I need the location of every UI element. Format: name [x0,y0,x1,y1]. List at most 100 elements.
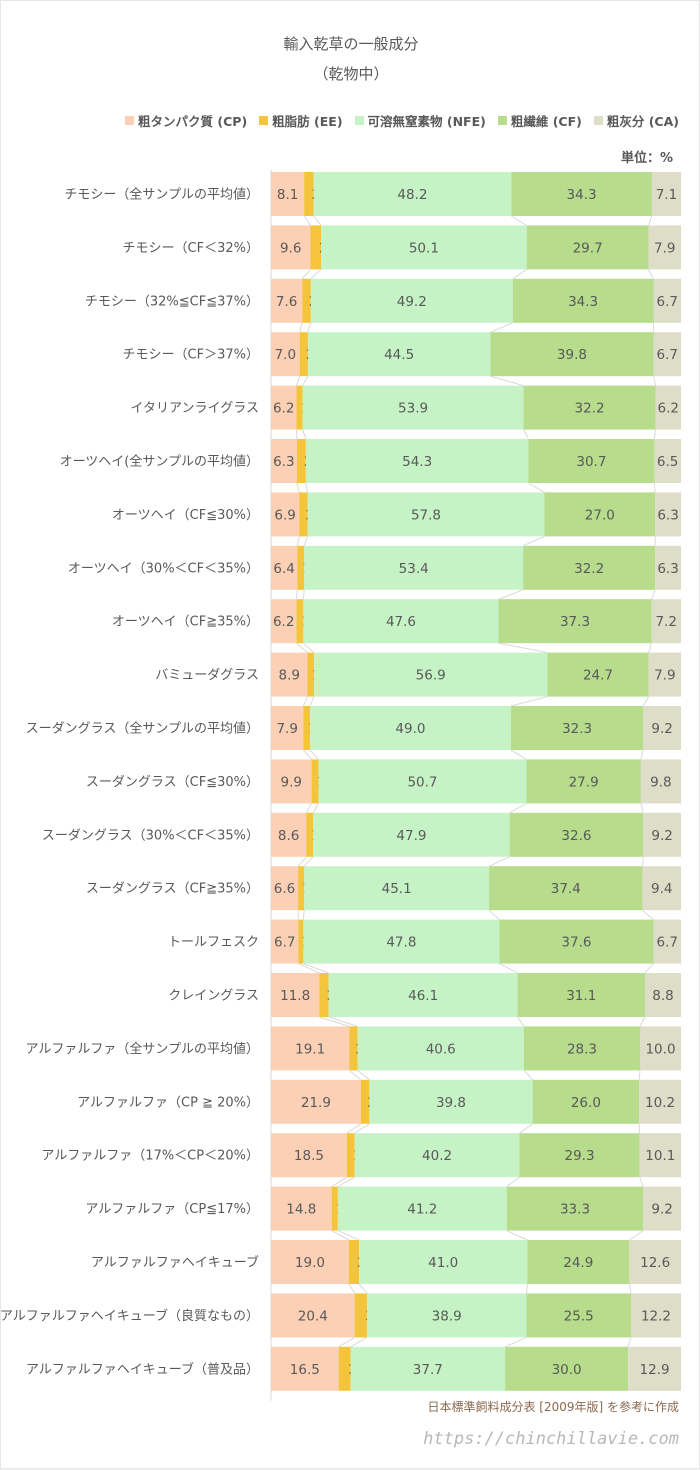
data-label: 29.7 [573,240,603,256]
series-connector-line [511,750,527,759]
series-connector-line [510,803,527,812]
category-label: スーダングラス（全サンプルの平均値） [26,721,259,737]
data-label: 10.2 [645,1095,675,1111]
series-connector-line [499,964,517,973]
series-connector-line [311,269,321,278]
series-connector-line [332,1177,347,1186]
category-label: スーダングラス（CF≦30%） [86,775,259,790]
series-connector-line [645,964,654,973]
data-label: 8.6 [278,828,299,844]
data-label: 45.1 [382,881,412,897]
data-label: 32.2 [575,401,605,417]
data-label: 6.6 [274,881,295,897]
series-connector-line [310,750,319,759]
series-connector-line [505,1337,526,1346]
data-label: 11.8 [280,988,310,1004]
data-label: 44.5 [384,347,414,363]
data-label: 47.6 [386,614,416,630]
series-connector-line [303,750,311,759]
series-connector-line [300,323,302,332]
series-connector-line [347,1124,361,1133]
data-label: 40.2 [422,1148,452,1164]
data-label: 6.3 [657,507,678,523]
series-connector-line [490,323,512,332]
series-connector-line [313,803,318,812]
series-connector-line [303,697,307,706]
series-connector-line [641,750,643,759]
data-label: 19.1 [295,1041,325,1057]
data-label: 10.1 [645,1148,675,1164]
data-label: 8.1 [277,187,298,203]
data-label: 9.8 [650,774,671,790]
data-label: 14.8 [286,1202,316,1218]
series-connector-line [302,269,310,278]
data-label: 40.6 [426,1041,456,1057]
data-label: 21.9 [301,1095,331,1111]
data-label: 46.1 [408,988,438,1004]
data-label: 33.3 [560,1202,590,1218]
data-label: 32.2 [574,561,604,577]
data-label: 24.7 [583,668,613,684]
series-connector-line [629,1231,643,1240]
category-label: アルファルファヘイキューブ（良質なもの） [1,1308,259,1324]
data-label: 7.2 [655,614,676,630]
series-connector-line [303,590,304,599]
series-connector-line [518,1017,524,1026]
data-label: 37.7 [413,1362,443,1378]
category-label: クレイングラス [168,989,259,1004]
data-label: 9.2 [651,828,672,844]
series-connector-line [306,803,311,812]
category-label: アルファルファ（17%＜CP＜20%） [41,1149,259,1164]
data-label: 9.6 [280,240,301,256]
series-connector-line [499,590,524,599]
series-connector-line [640,1177,644,1186]
data-label: 6.3 [657,561,678,577]
data-label: 19.0 [295,1255,325,1271]
series-connector-line [642,910,653,919]
data-label: 47.8 [386,935,416,951]
series-connector-line [303,376,308,385]
series-connector-line [639,1070,640,1079]
data-label: 10.0 [645,1041,675,1057]
data-label: 6.2 [658,401,679,417]
data-label: 6.5 [657,454,678,470]
series-connector-line [628,1337,631,1346]
data-label: 7.9 [654,668,675,684]
series-connector-line [524,1070,533,1079]
series-connector-line [641,803,643,812]
series-connector-line [507,1231,528,1240]
series-connector-line [303,910,304,919]
data-label: 16.5 [290,1362,320,1378]
data-label: 7.0 [275,347,296,363]
series-connector-line [296,643,307,652]
data-label: 9.2 [651,721,672,737]
series-connector-line [314,216,321,225]
data-label: 50.7 [407,774,437,790]
data-label: 12.6 [640,1255,670,1271]
series-connector-line [649,216,652,225]
data-label: 18.5 [294,1148,324,1164]
data-label: 32.6 [561,828,591,844]
data-label: 49.2 [397,294,427,310]
data-label: 53.4 [399,561,429,577]
series-connector-line [349,1284,355,1293]
data-label: 6.2 [273,614,294,630]
series-connector-line [523,536,544,545]
data-label: 31.1 [566,988,596,1004]
series-connector-line [296,376,299,385]
data-label: 6.9 [274,507,295,523]
series-connector-line [338,1177,355,1186]
category-label: バミューダグラス [155,668,259,683]
data-label: 7.9 [654,240,675,256]
category-label: イタリアンライグラス [131,401,259,416]
data-label: 50.1 [409,240,439,256]
category-label: チモシー（CF＜32%） [123,241,259,256]
data-label: 6.4 [273,561,294,577]
series-connector-line [303,643,314,652]
data-label: 30.7 [576,454,606,470]
series-connector-line [640,1017,645,1026]
data-label: 57.8 [411,507,441,523]
data-label: 48.2 [397,187,427,203]
